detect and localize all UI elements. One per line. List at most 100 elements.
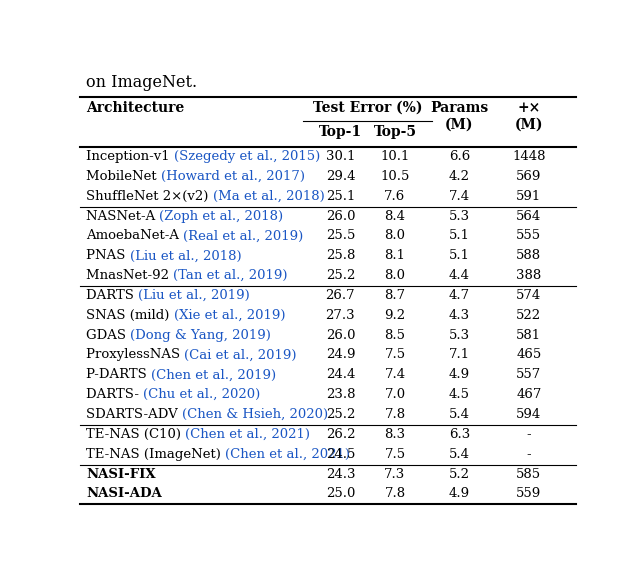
Text: 30.1: 30.1	[326, 150, 355, 163]
Text: 569: 569	[516, 170, 541, 183]
Text: 559: 559	[516, 488, 541, 500]
Text: 25.1: 25.1	[326, 190, 355, 203]
Text: -: -	[527, 448, 531, 461]
Text: SDARTS-ADV: SDARTS-ADV	[86, 408, 182, 421]
Text: 5.1: 5.1	[449, 249, 470, 262]
Text: (Chen et al., 2021): (Chen et al., 2021)	[225, 448, 350, 461]
Text: (Xie et al., 2019): (Xie et al., 2019)	[173, 309, 285, 322]
Text: (M): (M)	[515, 118, 543, 132]
Text: 4.7: 4.7	[449, 289, 470, 302]
Text: 23.8: 23.8	[326, 388, 355, 401]
Text: 467: 467	[516, 388, 541, 401]
Text: (Zoph et al., 2018): (Zoph et al., 2018)	[159, 209, 284, 222]
Text: 5.2: 5.2	[449, 468, 470, 480]
Text: 24.3: 24.3	[326, 468, 355, 480]
Text: 594: 594	[516, 408, 541, 421]
Text: on ImageNet.: on ImageNet.	[86, 73, 197, 90]
Text: 7.4: 7.4	[449, 190, 470, 203]
Text: (Chen et al., 2019): (Chen et al., 2019)	[151, 368, 276, 381]
Text: 6.6: 6.6	[449, 150, 470, 163]
Text: 388: 388	[516, 269, 541, 282]
Text: 7.5: 7.5	[385, 448, 406, 461]
Text: (Dong & Yang, 2019): (Dong & Yang, 2019)	[130, 329, 271, 341]
Text: 10.5: 10.5	[380, 170, 410, 183]
Text: 7.8: 7.8	[385, 408, 406, 421]
Text: 24.9: 24.9	[326, 348, 355, 361]
Text: (Real et al., 2019): (Real et al., 2019)	[183, 229, 303, 242]
Text: 4.2: 4.2	[449, 170, 470, 183]
Text: (Tan et al., 2019): (Tan et al., 2019)	[173, 269, 288, 282]
Text: AmoebaNet-A: AmoebaNet-A	[86, 229, 183, 242]
Text: MnasNet-92: MnasNet-92	[86, 269, 173, 282]
Text: 574: 574	[516, 289, 541, 302]
Text: 4.4: 4.4	[449, 269, 470, 282]
Text: 588: 588	[516, 249, 541, 262]
Text: 522: 522	[516, 309, 541, 322]
Text: 557: 557	[516, 368, 541, 381]
Text: GDAS: GDAS	[86, 329, 130, 341]
Text: (Liu et al., 2018): (Liu et al., 2018)	[129, 249, 241, 262]
Text: 4.9: 4.9	[449, 488, 470, 500]
Text: 7.4: 7.4	[385, 368, 406, 381]
Text: 585: 585	[516, 468, 541, 480]
Text: 26.7: 26.7	[326, 289, 355, 302]
Text: 25.2: 25.2	[326, 408, 355, 421]
Text: ShuffleNet 2×(v2): ShuffleNet 2×(v2)	[86, 190, 212, 203]
Text: (Ma et al., 2018): (Ma et al., 2018)	[212, 190, 324, 203]
Text: 4.9: 4.9	[449, 368, 470, 381]
Text: 7.8: 7.8	[385, 488, 406, 500]
Text: 8.0: 8.0	[385, 229, 406, 242]
Text: 26.2: 26.2	[326, 428, 355, 441]
Text: Top-1: Top-1	[319, 125, 362, 139]
Text: 25.0: 25.0	[326, 488, 355, 500]
Text: Params: Params	[430, 101, 488, 115]
Text: 26.0: 26.0	[326, 209, 355, 222]
Text: 10.1: 10.1	[380, 150, 410, 163]
Text: (Chen & Hsieh, 2020): (Chen & Hsieh, 2020)	[182, 408, 328, 421]
Text: 7.6: 7.6	[385, 190, 406, 203]
Text: 591: 591	[516, 190, 541, 203]
Text: NASI-FIX: NASI-FIX	[86, 468, 156, 480]
Text: 465: 465	[516, 348, 541, 361]
Text: (Chu et al., 2020): (Chu et al., 2020)	[143, 388, 260, 401]
Text: ProxylessNAS: ProxylessNAS	[86, 348, 184, 361]
Text: PNAS: PNAS	[86, 249, 129, 262]
Text: MobileNet: MobileNet	[86, 170, 161, 183]
Text: 5.4: 5.4	[449, 408, 470, 421]
Text: 8.5: 8.5	[385, 329, 406, 341]
Text: 7.5: 7.5	[385, 348, 406, 361]
Text: 8.0: 8.0	[385, 269, 406, 282]
Text: 4.5: 4.5	[449, 388, 470, 401]
Text: 24.5: 24.5	[326, 448, 355, 461]
Text: Test Error (%): Test Error (%)	[313, 101, 422, 115]
Text: (M): (M)	[445, 118, 474, 132]
Text: 5.3: 5.3	[449, 329, 470, 341]
Text: 7.0: 7.0	[385, 388, 406, 401]
Text: SNAS (mild): SNAS (mild)	[86, 309, 173, 322]
Text: 8.3: 8.3	[385, 428, 406, 441]
Text: 25.8: 25.8	[326, 249, 355, 262]
Text: NASNet-A: NASNet-A	[86, 209, 159, 222]
Text: -: -	[527, 428, 531, 441]
Text: 4.3: 4.3	[449, 309, 470, 322]
Text: 7.3: 7.3	[385, 468, 406, 480]
Text: NASI-ADA: NASI-ADA	[86, 488, 162, 500]
Text: DARTS: DARTS	[86, 289, 138, 302]
Text: 7.1: 7.1	[449, 348, 470, 361]
Text: TE-NAS (C10): TE-NAS (C10)	[86, 428, 185, 441]
Text: 29.4: 29.4	[326, 170, 355, 183]
Text: Inception-v1: Inception-v1	[86, 150, 174, 163]
Text: (Cai et al., 2019): (Cai et al., 2019)	[184, 348, 297, 361]
Text: DARTS-: DARTS-	[86, 388, 143, 401]
Text: (Howard et al., 2017): (Howard et al., 2017)	[161, 170, 305, 183]
Text: 5.3: 5.3	[449, 209, 470, 222]
Text: Architecture: Architecture	[86, 101, 184, 115]
Text: 25.5: 25.5	[326, 229, 355, 242]
Text: 1448: 1448	[512, 150, 546, 163]
Text: (Szegedy et al., 2015): (Szegedy et al., 2015)	[174, 150, 320, 163]
Text: 564: 564	[516, 209, 541, 222]
Text: +×: +×	[517, 101, 541, 115]
Text: 5.1: 5.1	[449, 229, 470, 242]
Text: (Liu et al., 2019): (Liu et al., 2019)	[138, 289, 250, 302]
Text: 8.1: 8.1	[385, 249, 406, 262]
